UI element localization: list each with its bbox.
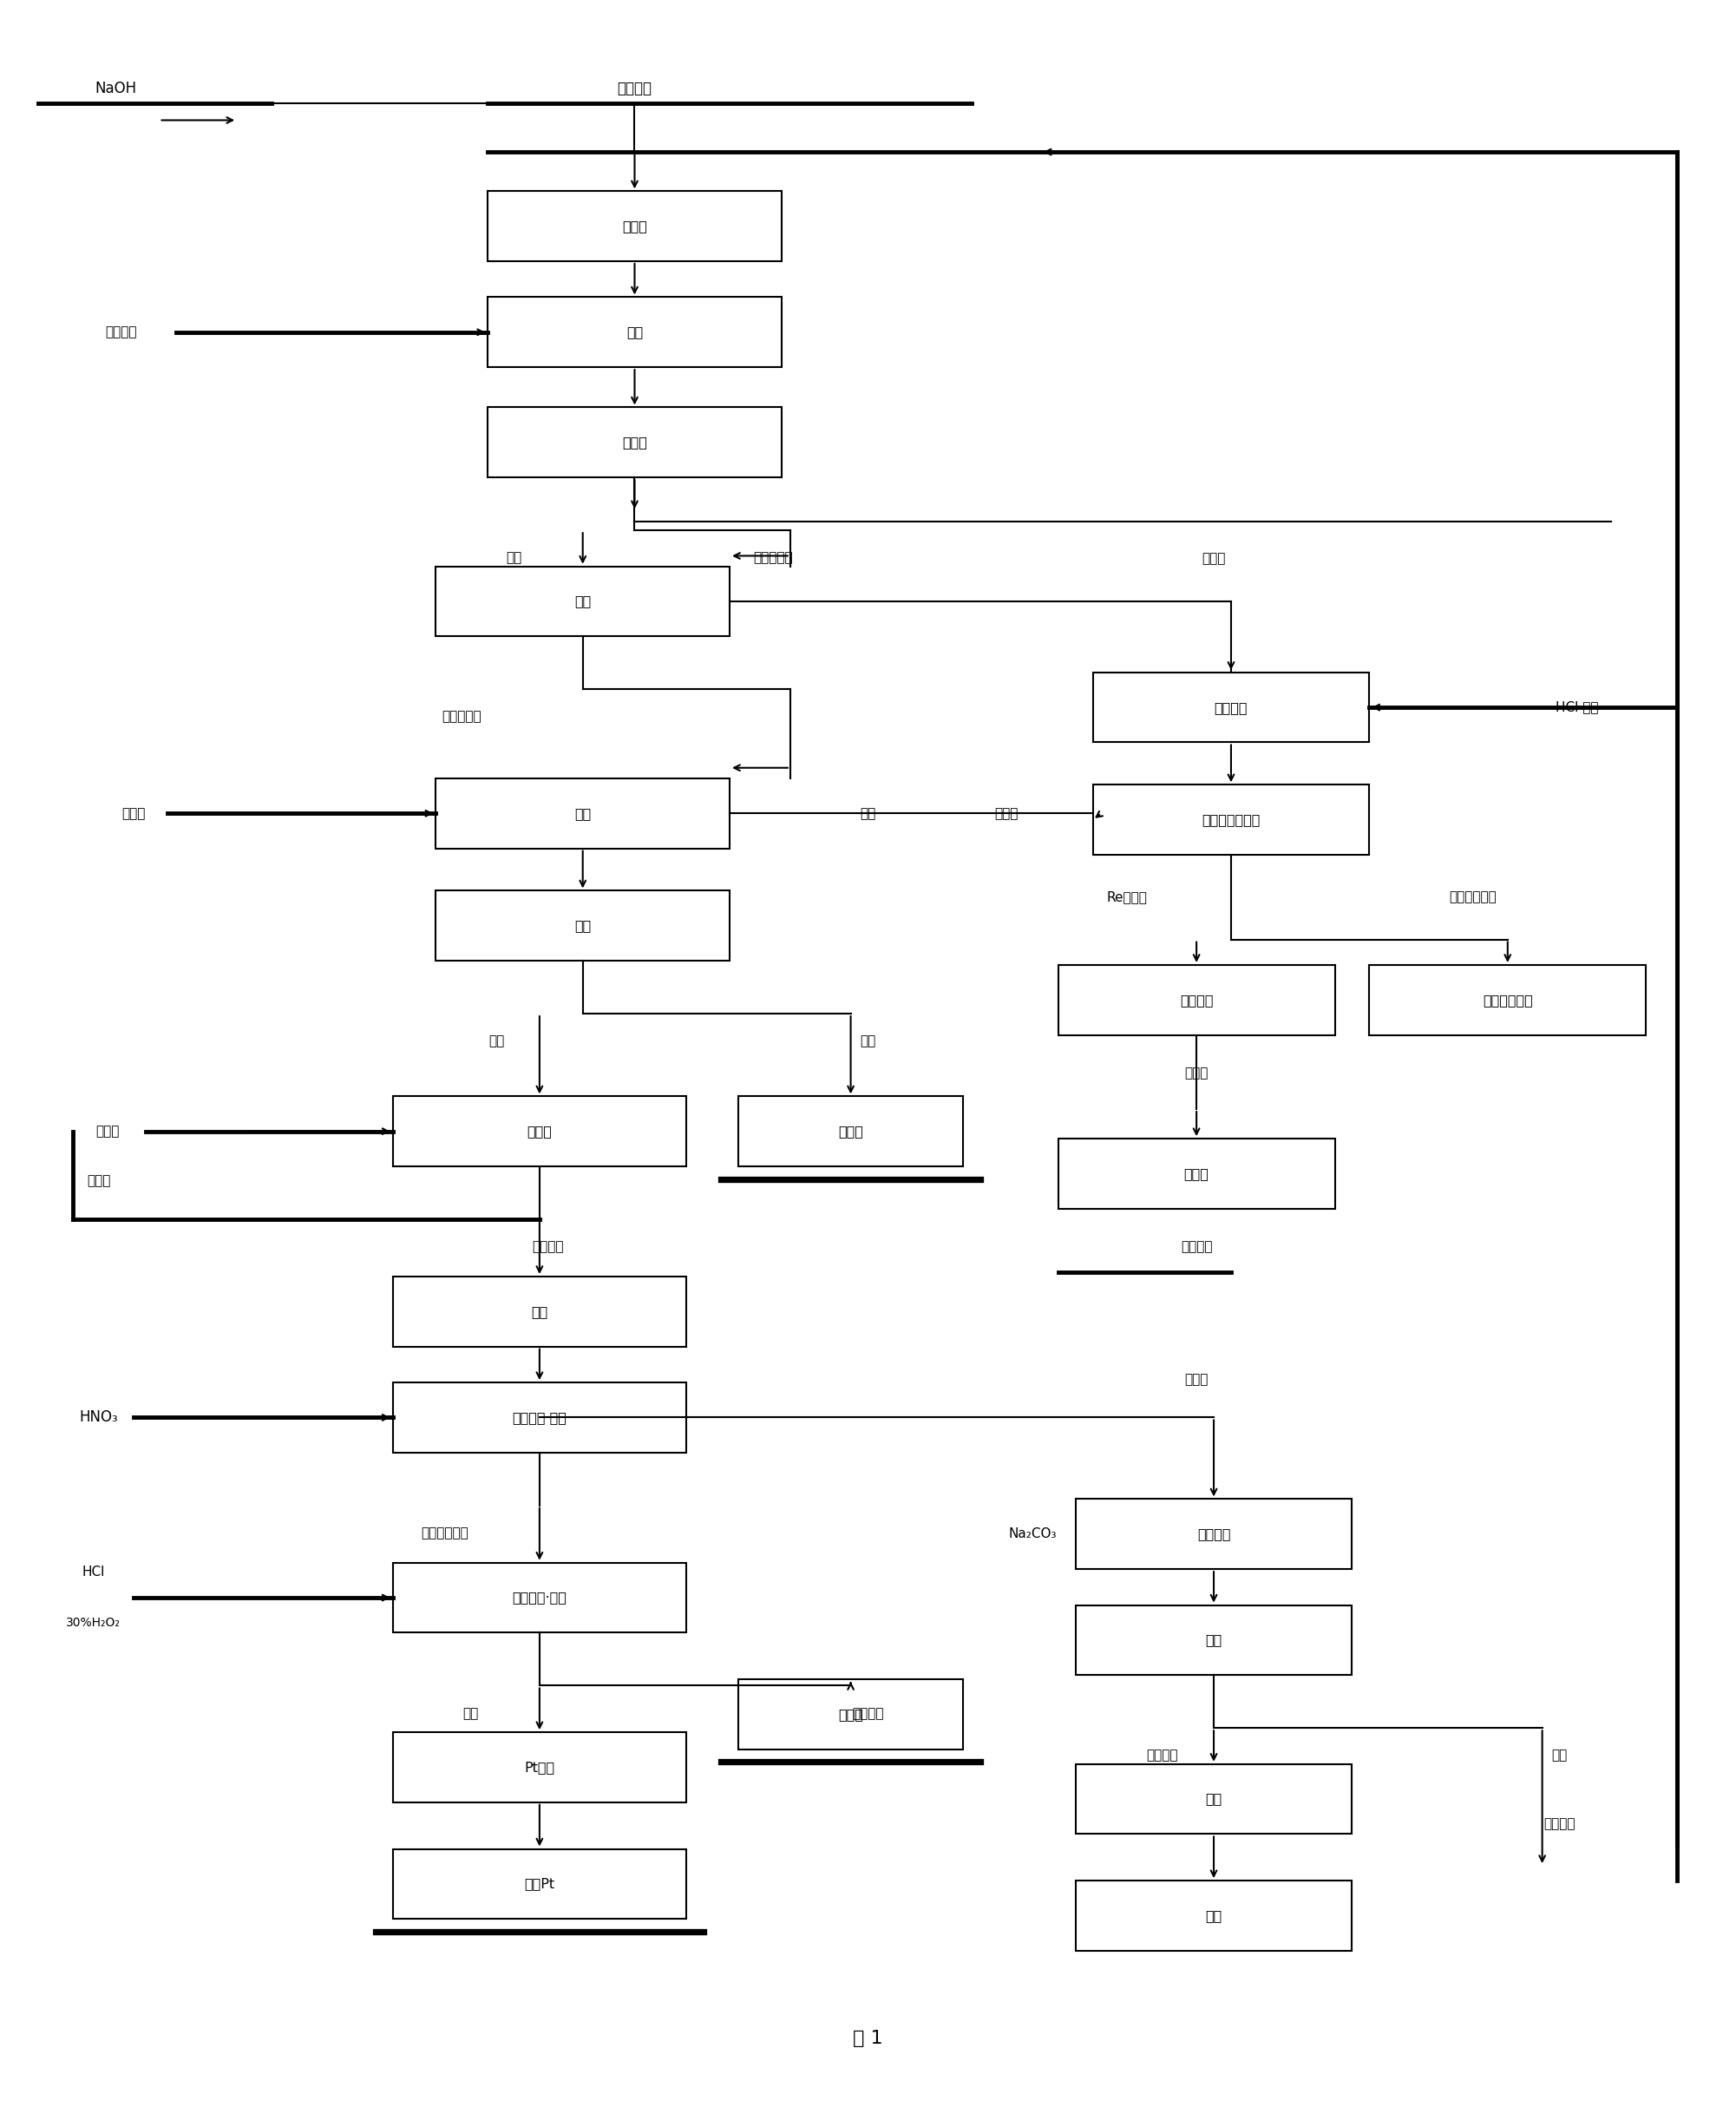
Text: 料浆: 料浆 (505, 551, 521, 564)
Bar (436, 566, 729, 636)
Bar (738, 1680, 963, 1748)
Text: 还原剂: 还原剂 (995, 806, 1019, 819)
Text: 吸附后的溶液: 吸附后的溶液 (1450, 891, 1496, 904)
Bar (488, 191, 781, 262)
Bar (1059, 966, 1335, 1036)
Bar (1076, 1763, 1352, 1833)
Text: 溶剂: 溶剂 (859, 806, 877, 819)
Text: 贵铅: 贵铅 (488, 1034, 503, 1049)
Bar (1370, 966, 1646, 1036)
Text: 硫化处理: 硫化处理 (1180, 993, 1213, 1006)
Text: NaOH: NaOH (95, 81, 137, 96)
Text: 硫酸亚铁: 硫酸亚铁 (106, 325, 137, 338)
Text: 滤液: 滤液 (1552, 1748, 1568, 1761)
Bar (436, 778, 729, 849)
Text: 过铼酸氢: 过铼酸氢 (1180, 1240, 1212, 1253)
Bar (392, 1848, 686, 1919)
Bar (1092, 672, 1370, 742)
Bar (738, 1095, 963, 1166)
Text: HCl: HCl (82, 1565, 104, 1578)
Text: 硫化铼: 硫化铼 (1184, 1066, 1208, 1081)
Text: 还原: 还原 (627, 325, 642, 338)
Text: 粗过滤: 粗过滤 (621, 436, 648, 449)
Text: 过滤: 过滤 (575, 596, 590, 608)
Text: 阴离子交换树脂: 阴离子交换树脂 (1201, 813, 1260, 825)
Text: 过滤残渣: 过滤残渣 (1146, 1748, 1177, 1761)
Bar (488, 298, 781, 368)
Bar (392, 1731, 686, 1802)
Text: HNO₃: HNO₃ (80, 1410, 118, 1425)
Text: 浸出催化剂: 浸出催化剂 (443, 710, 481, 723)
Text: Re洗脱液: Re洗脱液 (1108, 891, 1147, 904)
Text: 排水处理: 排水处理 (1543, 1816, 1575, 1829)
Text: 干燥: 干燥 (575, 806, 590, 819)
Text: 30%H₂O₂: 30%H₂O₂ (66, 1617, 122, 1629)
Text: 碳酸铅化: 碳酸铅化 (1198, 1527, 1231, 1540)
Text: 电炉: 电炉 (1205, 1910, 1222, 1923)
Text: Na₂CO₃: Na₂CO₃ (1009, 1527, 1055, 1540)
Bar (392, 1563, 686, 1634)
Text: 硝酸浸出·过滤: 硝酸浸出·过滤 (512, 1410, 568, 1423)
Bar (392, 1383, 686, 1453)
Bar (1059, 1138, 1335, 1208)
Bar (1092, 785, 1370, 855)
Bar (392, 1095, 686, 1166)
Text: Pt精制: Pt精制 (524, 1761, 556, 1774)
Bar (436, 891, 729, 961)
Text: 过滤: 过滤 (1205, 1634, 1222, 1646)
Bar (1076, 1500, 1352, 1570)
Bar (488, 408, 781, 476)
Text: 废催化剂: 废催化剂 (618, 81, 653, 96)
Text: 氯化铅: 氯化铅 (95, 1125, 120, 1138)
Text: 贵金属铅: 贵金属铅 (533, 1240, 564, 1253)
Bar (1076, 1606, 1352, 1676)
Text: 粉碎: 粉碎 (531, 1306, 549, 1319)
Text: HCl 溶液: HCl 溶液 (1555, 702, 1599, 715)
Bar (1076, 1880, 1352, 1950)
Text: 自熔炉: 自熔炉 (838, 1125, 863, 1138)
Text: 铼浸出: 铼浸出 (621, 219, 648, 232)
Text: 熔渣: 熔渣 (859, 1034, 877, 1049)
Text: 氯化浸出·过滤: 氯化浸出·过滤 (512, 1591, 568, 1604)
Text: 浸出残渣: 浸出残渣 (852, 1706, 884, 1721)
Text: 硝酸浸出残渣: 硝酸浸出残渣 (420, 1527, 469, 1540)
Text: 氧化炉: 氧化炉 (838, 1708, 863, 1721)
Bar (392, 1276, 686, 1346)
Text: 滤液: 滤液 (462, 1706, 479, 1721)
Text: 氧化铅: 氧化铅 (87, 1174, 111, 1187)
Text: 图 1: 图 1 (852, 2029, 884, 2048)
Text: 氧化炉: 氧化炉 (528, 1125, 552, 1138)
Text: 海绵Pt: 海绵Pt (524, 1878, 556, 1891)
Text: 浸出液: 浸出液 (1201, 553, 1226, 566)
Text: 干燥: 干燥 (1205, 1793, 1222, 1806)
Text: 精密过滤: 精密过滤 (1215, 702, 1248, 715)
Text: 浸出催化剂: 浸出催化剂 (753, 551, 793, 564)
Text: 浸出液: 浸出液 (1184, 1372, 1208, 1387)
Text: 排水处理工序: 排水处理工序 (1483, 993, 1533, 1006)
Text: 铼精制: 铼精制 (1184, 1168, 1208, 1180)
Text: 氯化铅: 氯化铅 (122, 806, 146, 819)
Text: 电炉: 电炉 (575, 919, 590, 932)
